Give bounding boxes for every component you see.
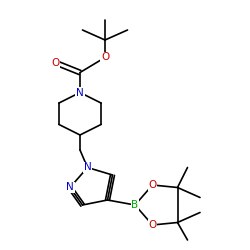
Text: O: O [148,220,156,230]
Text: O: O [148,180,156,190]
Text: N: N [66,182,74,192]
Text: O: O [101,52,109,62]
Text: O: O [51,58,59,68]
Text: N: N [76,88,84,98]
Text: N: N [84,162,92,172]
Text: B: B [132,200,138,210]
